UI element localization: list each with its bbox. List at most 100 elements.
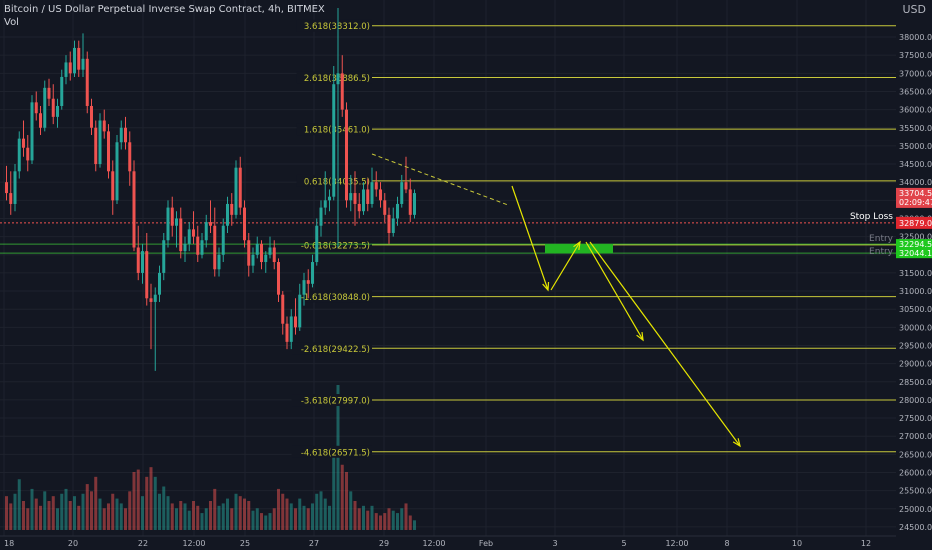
volume-bar: [13, 493, 17, 530]
volume-bar: [102, 508, 106, 530]
volume-bar: [43, 491, 47, 530]
candle-body: [289, 316, 293, 342]
volume-bar: [115, 498, 119, 530]
volume-bar: [26, 508, 30, 530]
volume-bar: [149, 467, 153, 530]
volume-bar: [34, 498, 38, 530]
projection-arrowhead: [573, 240, 581, 251]
candle-body: [5, 182, 8, 194]
volume-bar: [408, 515, 412, 530]
symbol-title[interactable]: Bitcoin / US Dollar Perpetual Inverse Sw…: [4, 4, 325, 15]
candle-body: [47, 87, 51, 99]
candle-body: [391, 218, 395, 233]
volume-bar: [153, 476, 157, 530]
volume-bar: [319, 491, 323, 530]
projection-arrow: [550, 241, 581, 291]
volume-bar: [132, 472, 136, 530]
price-tick-label: 28500.0: [899, 378, 932, 387]
candle-body: [400, 182, 404, 204]
volume-bar: [17, 479, 21, 530]
time-tick-label: 22: [138, 539, 148, 548]
volume-bar: [332, 452, 336, 530]
candle-body: [209, 222, 212, 226]
candle-body: [30, 102, 34, 161]
volume-bar: [166, 496, 170, 530]
candle-body: [13, 171, 17, 204]
stop-price-tag: [896, 216, 932, 229]
price-tick-label: 37500.0: [899, 51, 932, 60]
candle-body: [332, 84, 336, 197]
candle-body: [413, 193, 416, 215]
fib-label-bg: [296, 71, 372, 84]
candle-body: [192, 229, 195, 237]
candle-body: [319, 207, 323, 226]
last-price-tag: [896, 187, 932, 208]
price-tick-label: 31000.0: [899, 287, 932, 296]
candle-body: [73, 47, 76, 74]
candle-body: [85, 58, 89, 106]
currency-label[interactable]: USD: [902, 3, 926, 16]
candle-body: [298, 294, 302, 328]
candle-body: [255, 243, 259, 255]
volume-bars: [5, 385, 416, 530]
time-tick-label: 29: [379, 539, 389, 548]
price-tick-label: 35500.0: [899, 124, 932, 133]
candle-body: [51, 98, 55, 117]
grid: [0, 0, 896, 536]
volume-bar: [187, 510, 191, 530]
volume-bar: [238, 496, 242, 530]
price-tick-label: 26500.0: [899, 450, 932, 459]
candle-body: [102, 120, 106, 132]
candle-body: [238, 167, 242, 208]
candle-body: [226, 203, 229, 226]
price-tick-label: 25000.0: [899, 505, 932, 514]
volume-bar: [124, 508, 127, 530]
candle-body: [162, 240, 166, 273]
candle-body: [383, 200, 387, 215]
volume-label: Vol: [4, 17, 19, 28]
candle-body: [370, 182, 374, 204]
candle-body: [408, 189, 412, 215]
candle-body: [187, 229, 191, 244]
price-tick-label: 28000.0: [899, 396, 932, 405]
candle-body: [336, 73, 340, 85]
volume-bar: [39, 505, 42, 530]
volume-bar: [383, 513, 387, 530]
price-tick-label: 36000.0: [899, 106, 932, 115]
fib-levels[interactable]: 3.618(38312.0)2.618(36886.5)1.618(35461.…: [291, 19, 897, 459]
projection-arrows[interactable]: [371, 153, 741, 448]
volume-bar: [340, 464, 344, 530]
volume-bar: [56, 508, 59, 530]
time-tick-label: 3: [552, 539, 557, 548]
volume-bar: [264, 515, 268, 530]
candle-body: [90, 105, 93, 128]
price-axis[interactable]: 24500.0 25000.0 25500.0 26000.0 26500.0 27000…: [896, 0, 932, 550]
volume-bar: [315, 493, 319, 530]
volume-bar: [9, 503, 13, 530]
candle-body: [204, 222, 208, 241]
candle-body: [260, 243, 263, 263]
volume-bar: [281, 493, 285, 530]
time-tick-label: 5: [621, 539, 626, 548]
volume-bar: [204, 508, 208, 530]
fib-label-bg: [291, 394, 372, 407]
candle-body: [264, 254, 268, 263]
projection-arrow: [511, 185, 549, 291]
candle-body: [166, 207, 170, 241]
candle-body: [217, 254, 221, 270]
candle-body: [268, 247, 272, 255]
volume-bar: [400, 508, 404, 530]
volume-bar: [209, 501, 212, 530]
price-tick-label: 34500.0: [899, 160, 932, 169]
price-tick-label: 30000.0: [899, 323, 932, 332]
candle-body: [128, 142, 132, 172]
volume-bar: [370, 505, 374, 530]
candle-body: [396, 203, 399, 219]
candle-body: [277, 262, 280, 295]
time-axis[interactable]: 18 20 22 12:00 25 27 29 12:00 Feb 3 5 12:00 8 10 12: [0, 535, 896, 550]
price-tick-label: 29000.0: [899, 360, 932, 369]
volume-bar: [81, 493, 85, 530]
fib-label: 1.618(35461.0): [304, 126, 370, 136]
candle-body: [272, 247, 276, 263]
